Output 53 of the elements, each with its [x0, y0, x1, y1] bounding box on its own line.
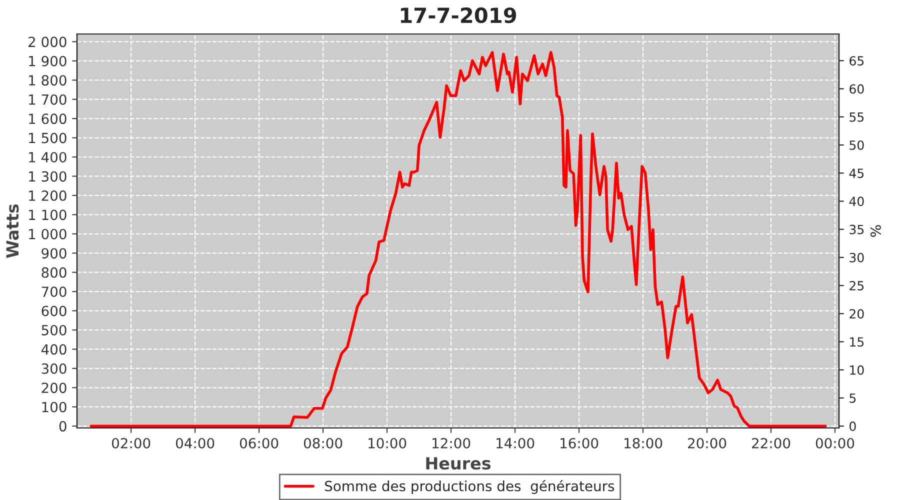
y-tick-label: 300	[42, 363, 66, 374]
y-tick-label: 1 300	[29, 171, 66, 182]
y2-tick-label: 30	[850, 252, 864, 262]
x-tick-label: 00:00	[816, 438, 854, 448]
y-tick-label: 1 600	[29, 114, 66, 124]
x-tick-label: 16:00	[560, 438, 598, 448]
y2-tick-label: 5	[850, 394, 856, 403]
x-tick-label: 06:00	[240, 438, 278, 448]
y-tick-label: 1 500	[29, 132, 66, 144]
y2-tick-label: 15	[850, 337, 864, 347]
y-tick-label: 1 400	[29, 152, 66, 162]
chart-title: 17-7-2019	[400, 7, 516, 24]
y-tick-label: 100	[42, 402, 66, 412]
y-tick-label: 700	[42, 286, 66, 298]
x-tick-label: 04:00	[176, 438, 214, 448]
y-tick-label: 600	[42, 306, 66, 316]
y-tick-label: 400	[41, 344, 66, 355]
y2-tick-label: 25	[850, 281, 864, 290]
x-tick-label: 12:00	[432, 438, 470, 448]
y-tick-label: 800	[42, 267, 66, 278]
x-tick-label: 18:00	[624, 438, 662, 448]
y2-tick-label: 0	[850, 422, 856, 432]
y-tick-label: 1 000	[29, 228, 66, 240]
y-tick-label: 1 900	[29, 56, 66, 66]
y2-tick-label: 20	[850, 309, 864, 319]
x-tick-label: 20:00	[688, 438, 726, 448]
y2-tick-label: 60	[850, 84, 864, 94]
y2-tick-label: 40	[849, 196, 864, 206]
y-tick-label: 1 700	[29, 94, 66, 105]
y-tick-label: 1 800	[29, 75, 66, 86]
y-tick-label: 0	[59, 421, 66, 432]
y-tick-label: 200	[42, 382, 66, 394]
x-tick-label: 22:00	[752, 438, 790, 448]
y-tick-label: 900	[42, 248, 66, 259]
x-axis-title: Heures	[426, 457, 490, 470]
line-series	[90, 51, 827, 428]
y-tick-label: 500	[42, 324, 66, 336]
y2-axis-title: %	[870, 225, 881, 237]
y2-tick-label: 35	[850, 224, 864, 234]
y-tick-label: 1 200	[29, 190, 66, 201]
y2-tick-label: 55	[850, 112, 864, 122]
y-tick-label: 1 100	[29, 210, 66, 220]
x-tick-label: 08:00	[304, 438, 342, 448]
legend-label: Somme des productions des générateurs	[325, 480, 614, 494]
x-tick-label: 14:00	[496, 438, 534, 448]
y-axis-title: Watts	[6, 204, 19, 258]
x-tick-label: 02:00	[112, 438, 150, 448]
y2-tick-label: 50	[850, 140, 864, 150]
x-tick-label: 10:00	[368, 438, 406, 448]
y-tick-label: 2 000	[28, 36, 66, 48]
y2-tick-label: 45	[849, 168, 864, 178]
y2-tick-label: 10	[850, 365, 864, 375]
y2-tick-label: 65	[850, 56, 864, 66]
